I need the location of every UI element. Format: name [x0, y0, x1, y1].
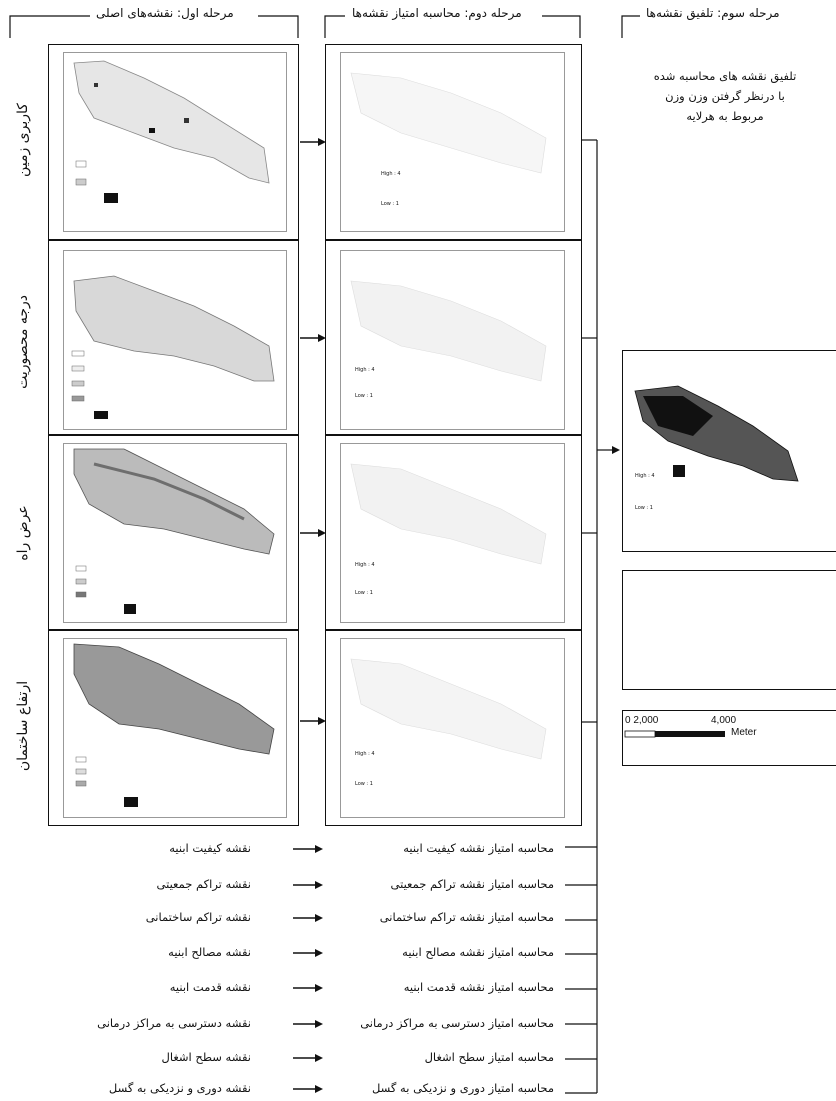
row-arrows — [300, 138, 326, 725]
list-left-item: نقشه تراکم ساختمانی — [145, 910, 251, 924]
row-label-road-width: عرض راه — [15, 505, 31, 561]
landuse-map — [63, 52, 287, 232]
low-label: Low : 1 — [355, 590, 373, 596]
list-left-item: نقشه قدمت ابنیه — [169, 980, 251, 994]
list-left-item: نقشه کیفیت ابنیه — [169, 841, 251, 855]
low-label: Low : 1 — [355, 393, 373, 399]
high-label: High : 4 — [355, 751, 375, 757]
list-right-item: محاسبه امتیاز دوری و نزدیکی به گسل — [371, 1081, 554, 1095]
enclosure-map — [63, 250, 287, 430]
merge-arrowhead — [612, 446, 620, 454]
stage3-title: مرحله سوم: تلفیق نقشه‌ها — [642, 6, 784, 20]
list-right-item: محاسبه امتیاز نقشه تراکم ساختمانی — [379, 910, 554, 924]
high-label: High : 4 — [635, 473, 655, 479]
list-right-item: محاسبه امتیاز سطح اشغال — [424, 1050, 554, 1064]
list-left-item: نقشه دسترسی به مراکز درمانی — [97, 1016, 251, 1030]
low-label: Low : 1 — [635, 505, 653, 511]
scale-bar-frame: 0 2,000 4,000 Meter — [622, 710, 836, 766]
row-label-building-height: ارتفاع ساختمان — [15, 680, 31, 772]
description-line: تلفیق نقشه های محاسبه شده — [653, 69, 797, 83]
low-label: Low : 1 — [355, 781, 373, 787]
low-label: Low : 1 — [381, 201, 399, 207]
list-right-item: محاسبه امتیاز دسترسی به مراکز درمانی — [360, 1016, 554, 1030]
road-width-score-map: High : 4 Low : 1 — [340, 443, 565, 623]
high-label: High : 4 — [381, 171, 401, 177]
final-map-frame: High : 4 Low : 1 — [622, 350, 836, 552]
scale-unit-label: Meter — [731, 727, 757, 738]
landuse-score-map: High : 4 Low : 1 — [340, 52, 565, 232]
stage2-title: مرحله دوم: محاسبه امتیاز نقشه‌ها — [348, 6, 526, 20]
merge-connectors — [565, 139, 612, 1094]
building-height-score-map: High : 4 Low : 1 — [340, 638, 565, 818]
enclosure-score-map: High : 4 Low : 1 — [340, 250, 565, 430]
road-width-map — [63, 443, 287, 623]
list-left-item: نقشه دوری و نزدیکی به گسل — [108, 1081, 251, 1095]
list-right-item: محاسبه امتیاز نقشه مصالح ابنیه — [402, 945, 554, 959]
description-line: با درنظر گرفتن وزن وزن — [665, 89, 785, 103]
list-right-item: محاسبه امتیاز نقشه تراکم جمعیتی — [390, 877, 554, 891]
list-left-item: نقشه مصالح ابنیه — [168, 945, 251, 959]
description-line: مربوط به هرلایه — [686, 109, 764, 123]
scale-label-start: 0 2,000 — [625, 715, 659, 726]
scale-bar — [624, 730, 725, 738]
final-empty-frame — [622, 570, 836, 690]
stage3-description: تلفیق نقشه های محاسبه شده با درنظر گرفتن… — [615, 66, 835, 126]
list-right-item: محاسبه امتیاز نقشه قدمت ابنیه — [403, 980, 554, 994]
scale-label-4000: 4,000 — [711, 715, 737, 726]
list-arrows — [293, 848, 315, 1090]
list-right-item: محاسبه امتیاز نقشه کیفیت ابنیه — [403, 841, 554, 855]
row-label-landuse: کاربری زمین — [15, 103, 31, 177]
row-label-enclosure: درجه محصوریت — [15, 295, 31, 389]
list-left-item: نقشه تراکم جمعیتی — [156, 877, 251, 891]
list-left-item: نقشه سطح اشغال — [161, 1050, 251, 1064]
stage1-title: مرحله اول: نقشه‌های اصلی — [92, 6, 238, 20]
high-label: High : 4 — [355, 367, 375, 373]
building-height-map — [63, 638, 287, 818]
high-label: High : 4 — [355, 562, 375, 568]
